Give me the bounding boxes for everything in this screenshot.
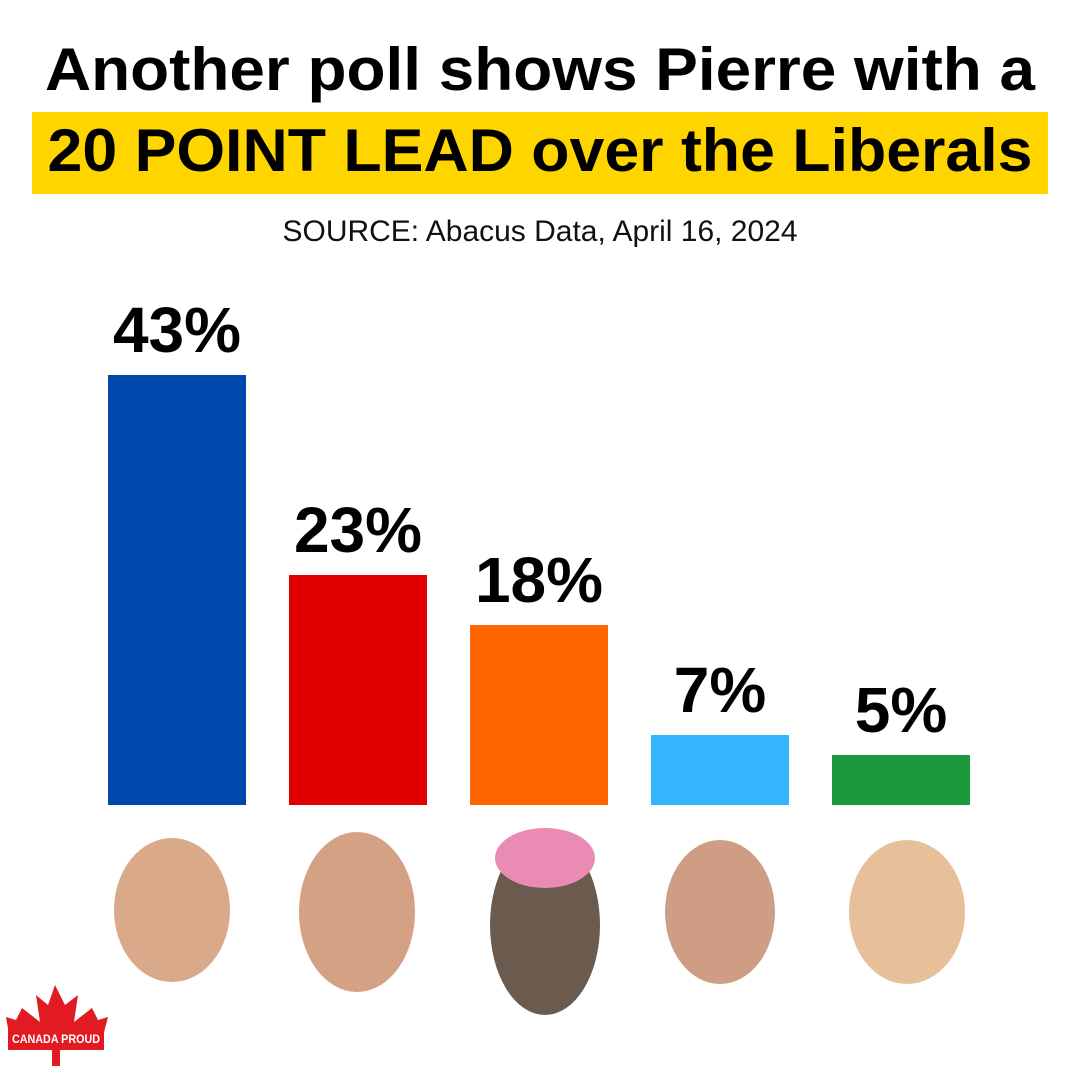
face (299, 832, 415, 992)
value-label: 5% (855, 674, 948, 746)
value-label: 23% (294, 494, 422, 566)
chart-subtitle: SOURCE: Abacus Data, April 16, 2024 (283, 215, 798, 248)
turban (495, 828, 595, 888)
faces (114, 828, 965, 1015)
bar (108, 375, 246, 805)
face (665, 840, 775, 984)
chart-title: Another poll shows Pierre with a (45, 36, 1036, 103)
logo-text: CANADA PROUD (12, 1032, 100, 1046)
title-highlight-bg (32, 112, 1048, 194)
chart-title-highlight: 20 POINT LEAD over the Liberals (48, 117, 1033, 184)
leaf-stem (52, 1050, 60, 1066)
value-label: 7% (674, 654, 767, 726)
face (114, 838, 230, 982)
bar (832, 755, 970, 805)
value-label: 18% (475, 544, 603, 616)
face (849, 840, 965, 984)
value-label: 43% (113, 294, 241, 366)
bar (470, 625, 608, 805)
maple-leaf (6, 985, 108, 1040)
logo-banner (8, 1028, 104, 1050)
bar (289, 575, 427, 805)
logo: CANADA PROUD (6, 985, 108, 1066)
bar (651, 735, 789, 805)
